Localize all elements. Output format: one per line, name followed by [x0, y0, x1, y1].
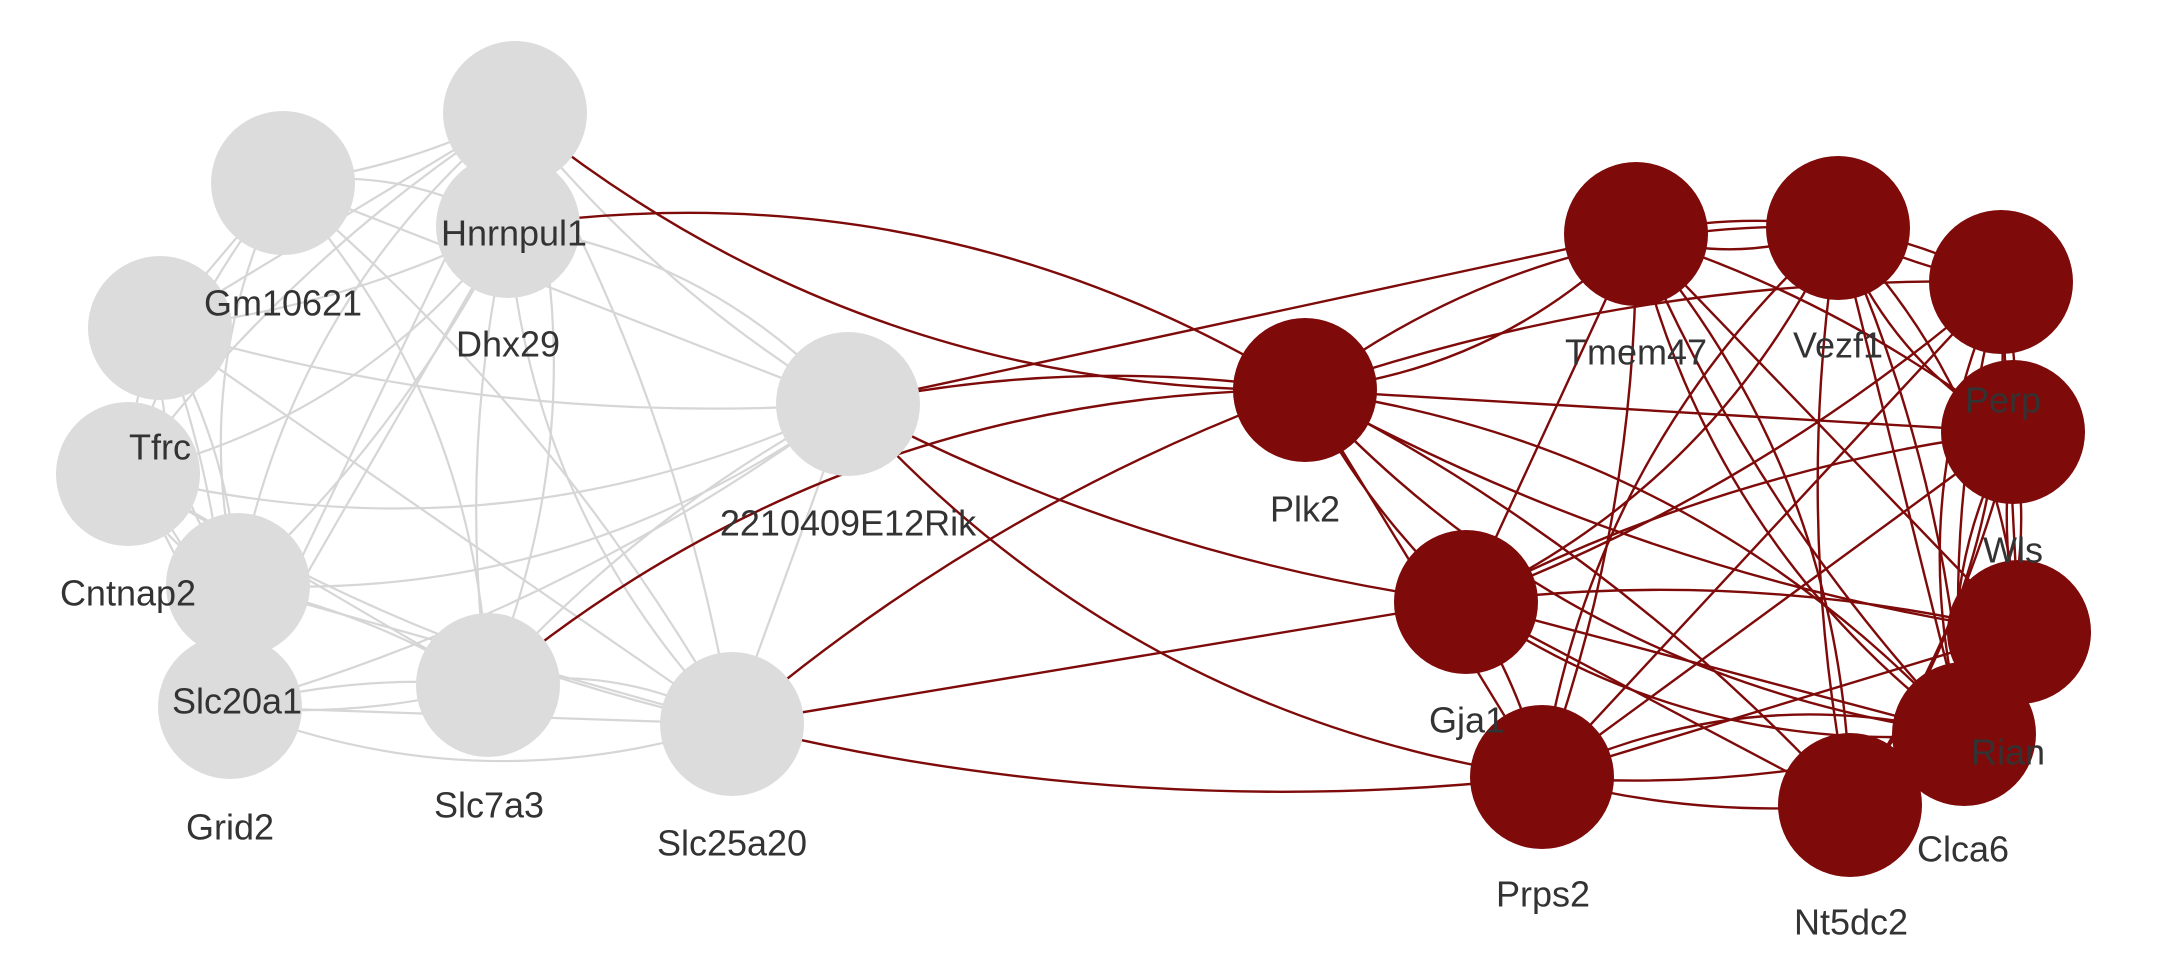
- node-label-rik2210409e12: 2210409E12Rik: [720, 503, 977, 544]
- node-cntnap2[interactable]: [166, 513, 310, 657]
- node-label-vezf1: Vezf1: [1793, 325, 1883, 366]
- node-vezf1[interactable]: [1766, 156, 1910, 300]
- node-label-perp: Perp: [1965, 380, 2041, 421]
- network-edge: [731, 600, 1467, 726]
- node-label-slc25a20: Slc25a20: [657, 823, 807, 864]
- network-edge: [282, 181, 849, 406]
- network-edge: [1304, 389, 1965, 736]
- node-label-plk2: Plk2: [1270, 489, 1340, 530]
- network-edge: [1540, 227, 1839, 778]
- network-edge: [1465, 601, 1965, 739]
- node-prps2[interactable]: [1470, 705, 1614, 849]
- node-slc7a3[interactable]: [416, 613, 560, 757]
- network-edge: [1465, 430, 2014, 604]
- node-label-cntnap2: Cntnap2: [60, 573, 196, 614]
- node-hnrnpul1[interactable]: [436, 154, 580, 298]
- node-tfrc[interactable]: [56, 402, 200, 546]
- network-labels: Hnrnpul1 Gm10621 Dhx29 Tfrc Cntnap2 Slc20a1 Gr…: [60, 213, 2045, 943]
- node-label-tfrc: Tfrc: [129, 427, 191, 468]
- node-label-clca6: Clca6: [1917, 829, 2009, 870]
- node-label-wls: Wls: [1983, 530, 2043, 571]
- node-plk2[interactable]: [1233, 318, 1377, 462]
- network-nodes: [56, 41, 2091, 877]
- node-label-slc20a1: Slc20a1: [172, 681, 302, 722]
- node-label-rian: Rian: [1971, 732, 2045, 773]
- node-dhx29[interactable]: [88, 256, 232, 400]
- node-gja1[interactable]: [1394, 530, 1538, 674]
- network-edge: [1304, 388, 2014, 434]
- network-edge: [159, 327, 733, 725]
- network-edge: [731, 722, 1543, 793]
- node-slc20a1[interactable]: [158, 635, 302, 779]
- network-edge: [1465, 588, 2020, 634]
- node-label-gm10621: Gm10621: [204, 283, 362, 324]
- network-edge: [1465, 281, 2002, 604]
- network-edge: [506, 225, 733, 725]
- network-edge: [282, 182, 733, 725]
- network-edge: [1816, 227, 1852, 806]
- node-label-tmem47: Tmem47: [1565, 332, 1707, 373]
- network-edge: [1465, 227, 1840, 604]
- node-label-gja1: Gja1: [1429, 700, 1505, 741]
- network-edge: [1541, 431, 2014, 778]
- network-edge: [1540, 233, 1638, 778]
- node-label-grid2: Grid2: [186, 807, 274, 848]
- node-rik2210409e12[interactable]: [776, 332, 920, 476]
- network-edge: [514, 112, 1306, 392]
- network-edge: [1541, 281, 2002, 778]
- node-n_right_top[interactable]: [1929, 210, 2073, 354]
- network-edge: [229, 403, 849, 709]
- network-edge: [847, 402, 1467, 604]
- node-label-hnrnpul1: Hnrnpul1: [441, 213, 587, 254]
- network-edge: [507, 211, 1306, 392]
- network-edge: [237, 403, 849, 588]
- node-n_top[interactable]: [443, 41, 587, 185]
- node-label-prps2: Prps2: [1496, 874, 1590, 915]
- node-label-dhx29: Dhx29: [456, 324, 560, 365]
- network-edge: [1634, 233, 1965, 735]
- node-label-slc7a3: Slc7a3: [434, 785, 544, 826]
- network-edges: [126, 112, 2023, 810]
- network-edge: [1304, 388, 1965, 735]
- node-slc25a20[interactable]: [660, 652, 804, 796]
- network-edge: [229, 705, 733, 763]
- network-edge: [282, 182, 490, 686]
- node-perp[interactable]: [1941, 360, 2085, 504]
- network-edge: [1304, 388, 2020, 634]
- network-edge: [236, 112, 516, 586]
- node-nt5dc2[interactable]: [1778, 733, 1922, 877]
- network-edge: [127, 112, 516, 475]
- network-edge: [159, 326, 849, 410]
- node-rian[interactable]: [1892, 662, 2036, 806]
- node-tmem47[interactable]: [1564, 162, 1708, 306]
- network-edge: [127, 403, 849, 510]
- network-edge: [847, 232, 1637, 406]
- node-label-nt5dc2: Nt5dc2: [1794, 902, 1908, 943]
- node-gm10621[interactable]: [211, 111, 355, 255]
- network-edge: [731, 388, 1306, 725]
- network-edge: [1634, 233, 1965, 735]
- network-edge: [1304, 225, 1839, 391]
